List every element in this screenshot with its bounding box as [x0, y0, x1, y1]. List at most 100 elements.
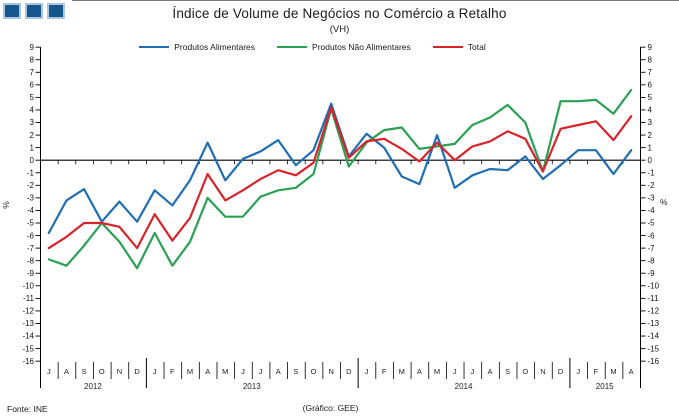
month-label: O: [311, 367, 317, 376]
y-tick-label-right: 6: [648, 81, 653, 90]
credit-note: (Gráfico: GEE): [302, 403, 359, 413]
month-label: F: [382, 367, 387, 376]
legend-swatch-alimentares: [139, 45, 170, 49]
y-tick-label-left: -1: [27, 168, 35, 177]
y-tick-label-left: -16: [22, 357, 34, 366]
month-label: F: [594, 367, 599, 376]
y-tick-label-left: 4: [30, 106, 35, 115]
y-tick-label-right: 4: [648, 106, 653, 115]
month-label: J: [365, 367, 369, 376]
month-label: A: [276, 367, 281, 376]
y-tick-label-right: -6: [648, 231, 656, 240]
month-label: S: [505, 367, 510, 376]
y-tick-label-left: 7: [30, 68, 35, 77]
y-tick-label-left: 9: [30, 43, 35, 52]
y-tick-label-left: -8: [27, 256, 35, 265]
series-line-total: [47, 106, 633, 250]
series-line-nao-alimentares: [47, 88, 633, 270]
month-label: A: [629, 367, 634, 376]
y-tick-label-left: 1: [30, 143, 35, 152]
month-label: M: [187, 367, 193, 376]
y-tick-label-right: -1: [648, 168, 656, 177]
month-label: D: [558, 367, 564, 376]
month-label: O: [99, 367, 105, 376]
y-tick-label-left: -6: [27, 231, 35, 240]
y-tick-label-left: 0: [30, 156, 35, 165]
month-label: J: [470, 367, 474, 376]
y-tick-label-right: -12: [648, 307, 660, 316]
y-tick-label-right: -16: [648, 357, 660, 366]
y-tick-label-right: -14: [648, 332, 660, 341]
legend-label: Produtos Não Alimentares: [312, 42, 411, 52]
logo: [3, 3, 65, 19]
y-tick-label-left: -5: [27, 219, 35, 228]
y-tick-label-left: 6: [30, 81, 35, 90]
year-label: 2015: [596, 382, 614, 391]
logo-square: [47, 3, 65, 19]
month-label: J: [259, 367, 263, 376]
y-tick-label-left: -14: [22, 332, 34, 341]
y-tick-label-left: -11: [23, 294, 35, 303]
y-tick-label-right: 0: [648, 156, 653, 165]
month-label: M: [610, 367, 616, 376]
legend: Produtos Alimentares Produtos Não Aliment…: [0, 42, 625, 52]
month-label: J: [153, 367, 157, 376]
month-label: J: [47, 367, 51, 376]
y-tick-label-left: 8: [30, 55, 35, 64]
y-tick-label-left: -15: [22, 344, 34, 353]
y-tick-label-right: -5: [648, 219, 656, 228]
y-tick-label-right: -8: [648, 256, 656, 265]
y-tick-label-left: -12: [22, 307, 34, 316]
month-label: D: [346, 367, 352, 376]
month-label: A: [64, 367, 69, 376]
chart-subtitle: (VH): [329, 24, 350, 35]
y-tick-label-left: -9: [27, 269, 35, 278]
legend-label: Total: [467, 42, 486, 52]
y-tick-label-left: -13: [22, 319, 34, 328]
source-note: Fonte: INE: [7, 404, 48, 414]
y-tick-label-right: 3: [648, 118, 653, 127]
legend-item-alimentares: Produtos Alimentares: [139, 42, 255, 52]
y-tick-label-right: -11: [648, 294, 660, 303]
month-label: J: [576, 367, 580, 376]
month-label: M: [399, 367, 405, 376]
legend-item-total: Total: [432, 42, 486, 52]
y-tick-label-right: 9: [648, 43, 653, 52]
y-tick-label-right: -9: [648, 269, 656, 278]
y-tick-label-left: -2: [27, 181, 35, 190]
legend-swatch-total: [432, 45, 463, 49]
month-label: A: [205, 367, 210, 376]
month-label: A: [417, 367, 422, 376]
legend-item-nao-alimentares: Produtos Não Alimentares: [277, 42, 411, 52]
year-label: 2014: [455, 382, 473, 391]
y-tick-label-right: 8: [648, 55, 653, 64]
y-tick-label-left: -3: [27, 194, 35, 203]
y-tick-label-left: -4: [27, 206, 35, 215]
y-tick-label-right: -7: [648, 244, 656, 253]
month-label: D: [134, 367, 140, 376]
legend-swatch-nao-alimentares: [277, 45, 308, 49]
month-label: M: [222, 367, 228, 376]
y-tick-label-right: 2: [648, 131, 653, 140]
y-tick-label-left: 3: [30, 118, 35, 127]
month-label: N: [328, 367, 333, 376]
month-label: S: [293, 367, 298, 376]
y-tick-label-left: 5: [30, 93, 35, 102]
legend-label: Produtos Alimentares: [174, 42, 256, 52]
y-tick-label-right: 5: [648, 93, 653, 102]
chart-title: Índice de Volume de Negócios no Comércio…: [172, 6, 507, 21]
y-tick-label-right: -3: [648, 194, 656, 203]
year-label: 2013: [243, 382, 261, 391]
y-axis-unit-right: %: [660, 197, 668, 207]
month-label: J: [453, 367, 457, 376]
y-tick-label-right: 1: [648, 143, 653, 152]
month-label: O: [522, 367, 528, 376]
month-label: N: [540, 367, 545, 376]
logo-square: [3, 3, 21, 19]
y-tick-label-left: 2: [30, 131, 35, 140]
month-label: M: [434, 367, 440, 376]
month-label: J: [241, 367, 245, 376]
year-label: 2012: [84, 382, 102, 391]
